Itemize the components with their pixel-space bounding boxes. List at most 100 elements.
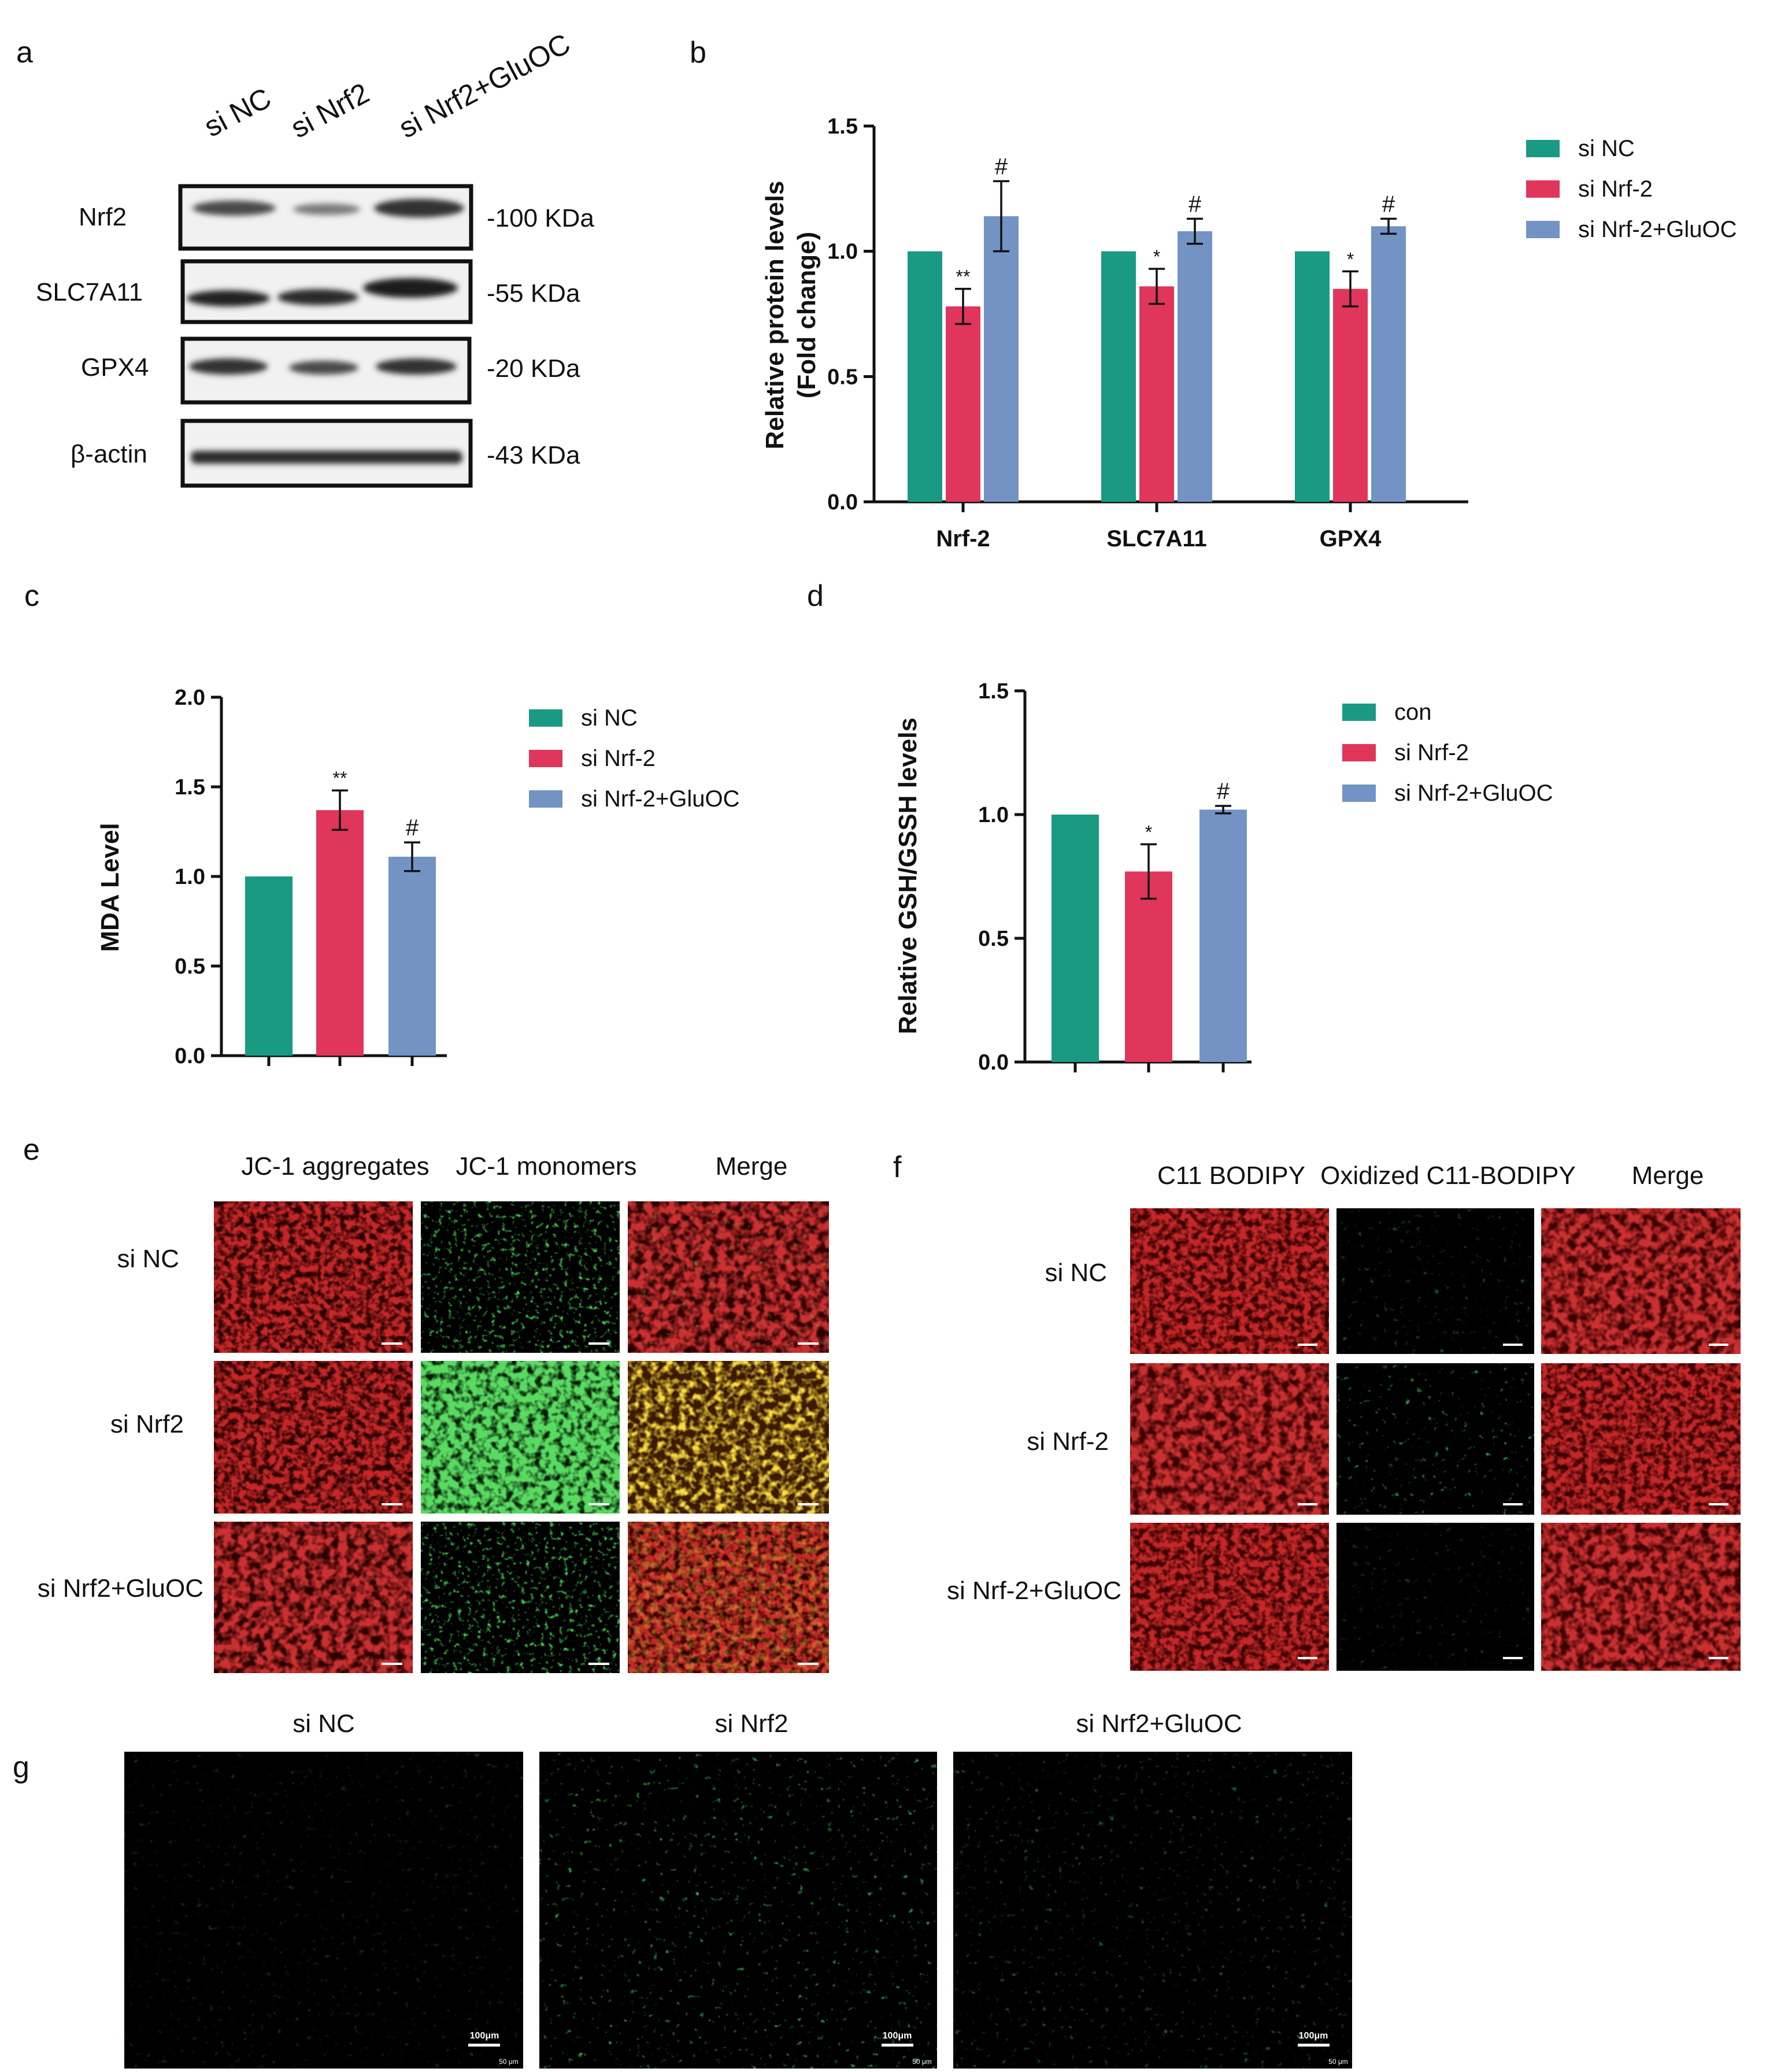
chart-c-significance: ** [333, 768, 347, 789]
scale-small-g3: 50 μm [1328, 2058, 1348, 2066]
panel-label-a: a [16, 36, 33, 69]
chart-b-bar [908, 251, 942, 502]
chart-d-legend-label: si Nrf-2 [1394, 740, 1469, 765]
chart-b-category-label: Nrf-2 [936, 526, 990, 552]
chart-d-legend-label: si Nrf-2+GluOC [1394, 780, 1553, 806]
panel-g: g si NC si Nrf2 si Nrf2+GluOC 100μm 50 μ… [13, 1710, 1352, 2069]
chart-b-significance: # [1189, 191, 1202, 217]
panel-label-g: g [13, 1751, 29, 1784]
panel-a: a si NC si Nrf2 si Nrf2+GluOC Nrf2 -100 … [16, 27, 594, 488]
col-label-g-si-nrf2: si Nrf2 [714, 1710, 788, 1738]
chart-d-bar [1125, 871, 1172, 1062]
chart-b-legend-label: si Nrf-2+GluOC [1578, 217, 1737, 242]
chart-d-y-tick-label: 0.5 [978, 927, 1009, 951]
blot-size-nrf2: -100 KDa [487, 204, 594, 232]
chart-b-legend-label: si NC [1578, 136, 1635, 161]
scale-small-g1: 50 μm [499, 2058, 519, 2066]
panel-label-b: b [690, 36, 706, 69]
chart-d-bar [1199, 809, 1247, 1062]
micrograph-f-r1-merge [1541, 1208, 1741, 1354]
micrograph-f-r1-oxidized [1336, 1208, 1534, 1354]
chart-d-y-tick-label: 1.5 [978, 679, 1009, 704]
micrograph-g-si-nrf2: 100μm 50 μm [539, 1752, 937, 2069]
chart-d-legend-swatch [1342, 744, 1376, 761]
chart-b-y-label-line1: Relative protein levels [761, 181, 789, 450]
blot-label-gpx4: GPX4 [81, 353, 149, 382]
micrograph-e-r3-monomers [421, 1522, 620, 1673]
micrograph-e-r2-aggregates [214, 1361, 413, 1514]
panel-label-e: e [23, 1133, 40, 1167]
micrograph-g-si-nrf2-gluoc: 100μm 50 μm [953, 1752, 1352, 2069]
chart-b-y-tick-label: 1.0 [827, 240, 858, 264]
chart-b-y-label-line2: (Fold change) [793, 232, 821, 398]
panel-label-c: c [24, 579, 39, 613]
chart-c-y-tick-label: 1.0 [175, 865, 205, 889]
micrograph-e-r3-merge [628, 1522, 829, 1673]
chart-c-y-label: MDA Level [96, 823, 124, 952]
lane-label-si-nc: si NC [199, 82, 276, 143]
col-label-jc1-aggregates: JC-1 aggregates [241, 1152, 429, 1181]
scale-label-g2: 100μm [883, 2031, 912, 2041]
chart-c-legend-swatch [529, 750, 562, 767]
row-label-si-nrf2: si Nrf2 [110, 1410, 184, 1438]
lane-label-si-nrf2: si Nrf2 [286, 76, 375, 144]
col-label-merge-f: Merge [1632, 1161, 1704, 1190]
micrograph-f-r1-c11 [1130, 1208, 1329, 1354]
chart-b-bar [1139, 286, 1174, 502]
chart-d-significance: # [1217, 779, 1230, 804]
chart-b-significance: ** [956, 267, 971, 287]
chart-c-legend-label: si Nrf-2+GluOC [581, 786, 740, 812]
chart-b-bar [1178, 231, 1212, 502]
chart-d-y-tick-label: 1.0 [978, 803, 1009, 827]
panel-label-d: d [807, 579, 824, 613]
row-label-f-si-nrf-2-gluoc: si Nrf-2+GluOC [947, 1577, 1121, 1605]
col-label-jc1-monomers: JC-1 monomers [456, 1152, 637, 1181]
panel-b: b 0.0 0.5 1.0 1.5 ** # Nrf-2 * # SLC7A11 * # GPX4 Rel… [690, 36, 1737, 552]
chart-d-significance: * [1145, 822, 1152, 842]
blot-size-slc7a11: -55 KDa [487, 279, 580, 308]
micrograph-e-r2-monomers [421, 1361, 620, 1514]
chart-c-bar [388, 856, 436, 1056]
panel-e: e JC-1 aggregates JC-1 monomers Merge si… [23, 1133, 829, 1673]
col-label-oxidized-c11-bodipy: Oxidized C11-BODIPY [1320, 1161, 1576, 1190]
chart-d-y-tick-label: 0.0 [978, 1050, 1009, 1075]
blot-size-gpx4: -20 KDa [487, 354, 580, 383]
micrograph-f-r2-oxidized [1336, 1363, 1534, 1515]
row-label-f-si-nc: si NC [1045, 1259, 1107, 1287]
blot-label-beta-actin: β-actin [71, 440, 147, 468]
chart-c-y-tick-label: 0.0 [175, 1044, 205, 1068]
chart-c-y-tick-label: 1.5 [175, 775, 205, 800]
micrograph-f-r2-merge [1541, 1363, 1741, 1515]
blot-label-slc7a11: SLC7A11 [36, 278, 143, 306]
chart-c-bar [316, 810, 364, 1056]
col-label-g-si-nc: si NC [293, 1710, 355, 1738]
chart-b-bar [984, 216, 1019, 502]
micrograph-f-r3-c11 [1130, 1523, 1329, 1671]
chart-c-legend-swatch [529, 790, 562, 808]
chart-d: 0.0 0.5 1.0 1.5 * # Relative GSH/GSSH levels co… [894, 679, 1553, 1075]
chart-b-category-label: GPX4 [1320, 526, 1382, 552]
chart-b-legend-swatch [1526, 221, 1560, 238]
lane-label-si-nrf2-gluoc: si Nrf2+GluOC [394, 27, 576, 145]
blot-nrf2 [178, 184, 473, 251]
row-label-si-nrf2-gluoc: si Nrf2+GluOC [38, 1574, 203, 1603]
chart-b-bar [1371, 226, 1406, 502]
chart-b-significance: * [1153, 246, 1160, 267]
micrograph-e-r2-merge [628, 1361, 829, 1514]
scale-label-g1: 100μm [470, 2031, 499, 2041]
chart-b-legend-label: si Nrf-2 [1578, 176, 1653, 202]
row-label-f-si-nrf-2: si Nrf-2 [1027, 1427, 1109, 1456]
chart-d-legend-swatch [1342, 785, 1376, 802]
panel-f: f C11 BODIPY Oxidized C11-BODIPY Merge s… [893, 1150, 1741, 1671]
chart-b-significance: # [1382, 191, 1395, 217]
chart-d-bar [1052, 815, 1099, 1062]
micrograph-e-r1-merge [628, 1201, 829, 1353]
col-label-c11-bodipy: C11 BODIPY [1157, 1161, 1305, 1190]
panel-label-f: f [893, 1150, 902, 1184]
chart-c: 0.0 0.5 1.0 1.5 2.0 ** # MDA Level si NC si Nrf-2… [96, 686, 740, 1068]
panel-d: d 0.0 0.5 1.0 1.5 * # Relative GSH/GSSH levels… [807, 579, 1553, 1075]
chart-d-legend-swatch [1342, 704, 1376, 721]
scale-label-g3: 100μm [1299, 2031, 1328, 2041]
chart-c-significance: # [406, 815, 419, 841]
chart-b-bar [1101, 251, 1136, 502]
